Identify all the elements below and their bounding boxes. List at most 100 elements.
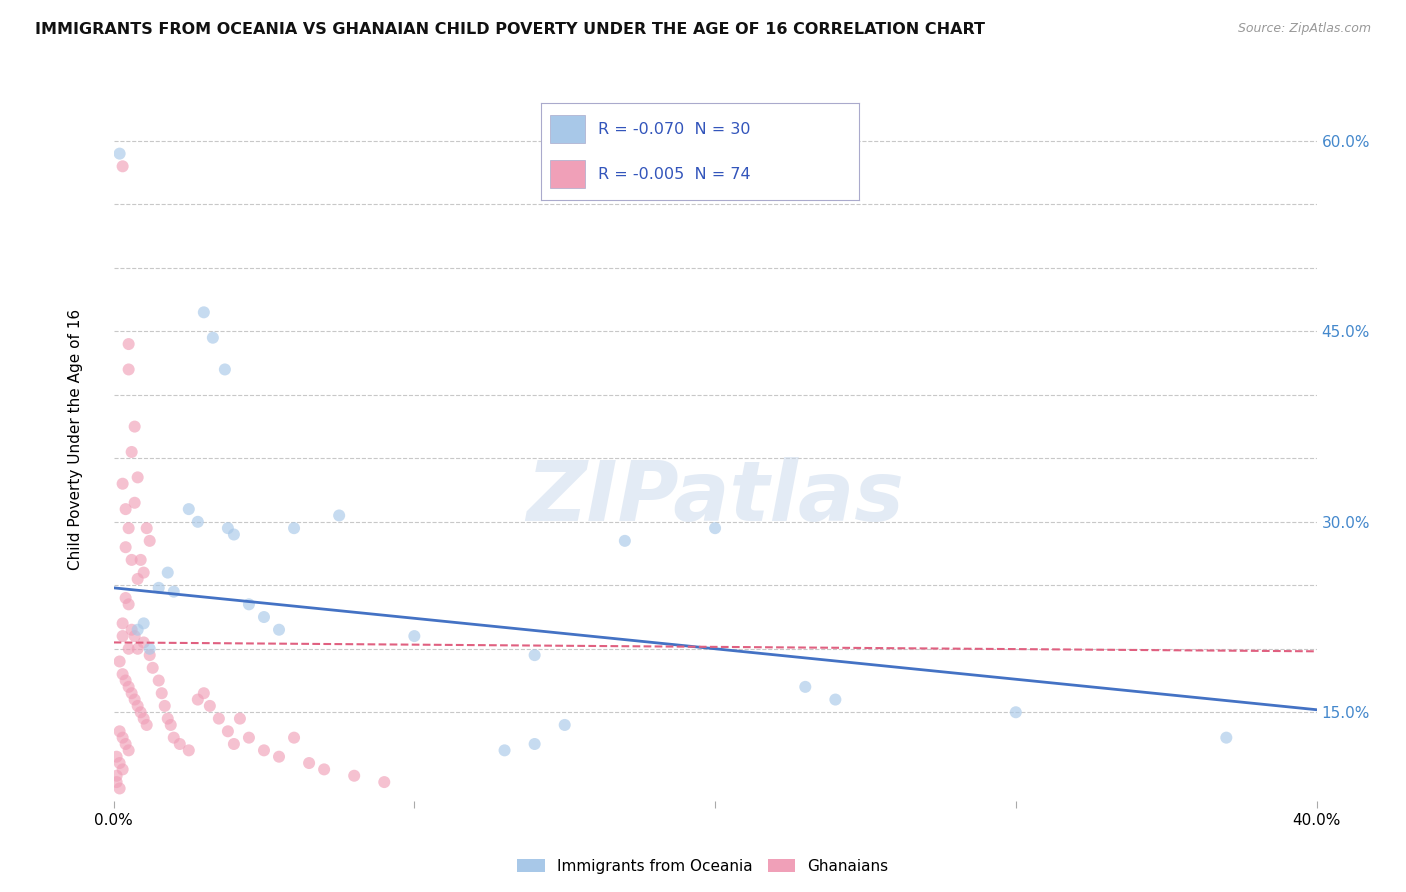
Point bbox=[129, 553, 152, 567]
Legend: Immigrants from Oceania, Ghanaians: Immigrants from Oceania, Ghanaians bbox=[512, 853, 894, 880]
Point bbox=[121, 686, 143, 700]
Point bbox=[108, 655, 131, 669]
Point bbox=[314, 763, 336, 777]
Point bbox=[494, 743, 516, 757]
Point bbox=[142, 661, 165, 675]
Point bbox=[523, 648, 546, 662]
Point bbox=[163, 584, 186, 599]
Point bbox=[114, 540, 136, 554]
Point bbox=[156, 712, 179, 726]
Point bbox=[132, 616, 155, 631]
Point bbox=[217, 521, 239, 535]
Point bbox=[127, 698, 149, 713]
Point bbox=[114, 502, 136, 516]
Point bbox=[148, 581, 170, 595]
Point bbox=[121, 553, 143, 567]
Point bbox=[253, 610, 276, 624]
Point bbox=[187, 515, 209, 529]
Point bbox=[153, 698, 176, 713]
Point bbox=[177, 502, 200, 516]
Point bbox=[201, 331, 224, 345]
Point bbox=[187, 692, 209, 706]
Point bbox=[177, 743, 200, 757]
Text: Source: ZipAtlas.com: Source: ZipAtlas.com bbox=[1237, 22, 1371, 36]
Point bbox=[156, 566, 179, 580]
Point bbox=[117, 680, 139, 694]
Point bbox=[121, 623, 143, 637]
Point bbox=[193, 686, 215, 700]
Point bbox=[1004, 705, 1026, 719]
Point bbox=[554, 718, 576, 732]
Point bbox=[108, 724, 131, 739]
Point bbox=[124, 419, 146, 434]
Point bbox=[704, 521, 727, 535]
Point bbox=[114, 673, 136, 688]
Point bbox=[127, 623, 149, 637]
Text: ZIPatlas: ZIPatlas bbox=[526, 457, 904, 538]
Point bbox=[138, 648, 160, 662]
Point bbox=[111, 159, 134, 173]
Point bbox=[111, 763, 134, 777]
Point bbox=[148, 673, 170, 688]
Point bbox=[111, 476, 134, 491]
Point bbox=[523, 737, 546, 751]
Point bbox=[132, 566, 155, 580]
Point bbox=[253, 743, 276, 757]
Point bbox=[127, 470, 149, 484]
Point bbox=[127, 572, 149, 586]
Point bbox=[193, 305, 215, 319]
Point bbox=[238, 731, 260, 745]
Point bbox=[111, 616, 134, 631]
Point bbox=[373, 775, 395, 789]
Point bbox=[222, 527, 245, 541]
Point bbox=[229, 712, 252, 726]
Point bbox=[105, 769, 128, 783]
Point bbox=[1215, 731, 1237, 745]
Point bbox=[121, 445, 143, 459]
Point bbox=[283, 521, 305, 535]
Point bbox=[135, 521, 157, 535]
Point bbox=[138, 641, 160, 656]
Point bbox=[124, 692, 146, 706]
Point bbox=[132, 635, 155, 649]
Point bbox=[117, 641, 139, 656]
Point bbox=[124, 629, 146, 643]
Point bbox=[824, 692, 846, 706]
Point bbox=[129, 705, 152, 719]
Point bbox=[217, 724, 239, 739]
Point bbox=[613, 533, 636, 548]
Point bbox=[222, 737, 245, 751]
Point bbox=[108, 756, 131, 770]
Point bbox=[208, 712, 231, 726]
Point bbox=[105, 749, 128, 764]
Point bbox=[117, 337, 139, 351]
Point bbox=[117, 362, 139, 376]
Point bbox=[124, 496, 146, 510]
Point bbox=[238, 598, 260, 612]
Point bbox=[298, 756, 321, 770]
Point bbox=[794, 680, 817, 694]
Point bbox=[117, 743, 139, 757]
Point bbox=[135, 718, 157, 732]
Point bbox=[108, 146, 131, 161]
Point bbox=[169, 737, 191, 751]
Point bbox=[343, 769, 366, 783]
Point bbox=[114, 737, 136, 751]
Point bbox=[111, 667, 134, 681]
Point bbox=[108, 781, 131, 796]
Point bbox=[267, 749, 290, 764]
Point bbox=[132, 712, 155, 726]
Point bbox=[105, 775, 128, 789]
Point bbox=[214, 362, 236, 376]
Point bbox=[111, 629, 134, 643]
Point bbox=[283, 731, 305, 745]
Point bbox=[198, 698, 221, 713]
Point bbox=[163, 731, 186, 745]
Point bbox=[111, 731, 134, 745]
Point bbox=[117, 521, 139, 535]
Point bbox=[150, 686, 173, 700]
Point bbox=[127, 641, 149, 656]
Point bbox=[404, 629, 426, 643]
Text: IMMIGRANTS FROM OCEANIA VS GHANAIAN CHILD POVERTY UNDER THE AGE OF 16 CORRELATIO: IMMIGRANTS FROM OCEANIA VS GHANAIAN CHIL… bbox=[35, 22, 986, 37]
Point bbox=[117, 598, 139, 612]
